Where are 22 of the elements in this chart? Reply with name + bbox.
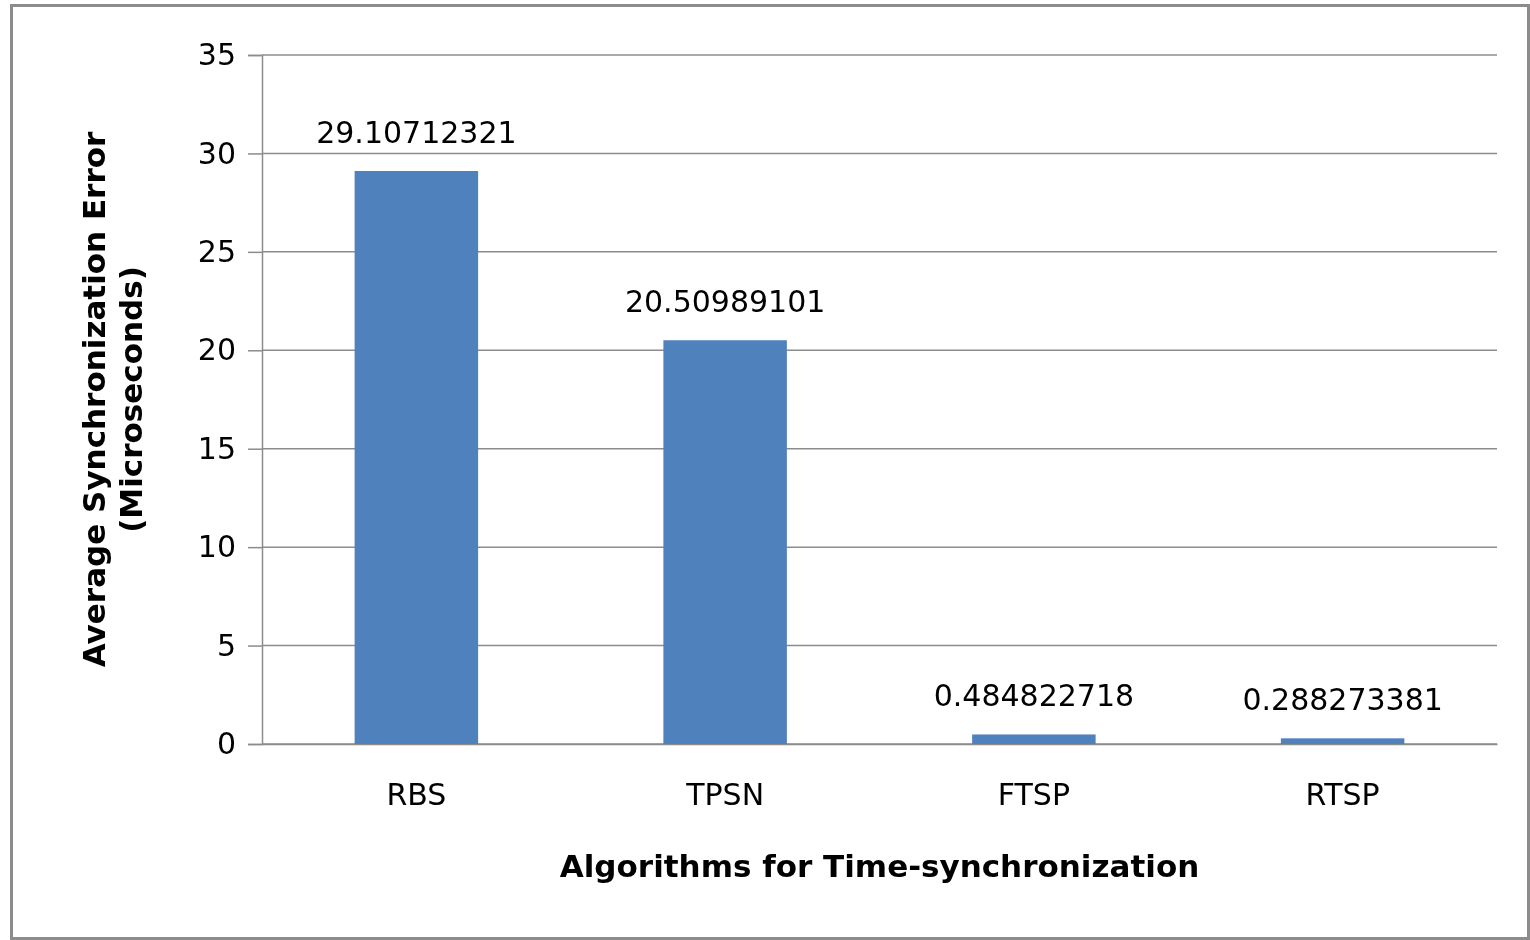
y-tick-label: 5	[216, 627, 236, 663]
y-tick-label: 10	[197, 529, 236, 565]
y-tick-label: 30	[197, 135, 236, 171]
bar	[1280, 738, 1405, 744]
x-tick-label: TPSN	[685, 777, 765, 813]
data-label: 0.484822718	[933, 678, 1135, 714]
data-label: 20.50989101	[624, 284, 826, 320]
bar	[663, 340, 787, 744]
data-label: 0.288273381	[1242, 682, 1443, 718]
y-tick-label: 25	[197, 233, 236, 269]
y-tick-label: 35	[197, 37, 236, 73]
x-tick-label: FTSP	[997, 777, 1070, 813]
bar	[354, 171, 479, 744]
y-axis-title: Average Synchronization Error (Microseconds)	[76, 131, 150, 668]
y-tick-label: 15	[197, 430, 236, 466]
y-tick-label: 0	[216, 726, 236, 762]
y-tick-label: 20	[197, 332, 236, 368]
data-label: 29.10712321	[316, 115, 517, 151]
x-axis-title: Algorithms for Time-synchronization	[559, 848, 1200, 884]
x-tick-label: RTSP	[1305, 777, 1380, 813]
x-tick-label: RBS	[386, 777, 447, 813]
bar	[972, 734, 1096, 744]
